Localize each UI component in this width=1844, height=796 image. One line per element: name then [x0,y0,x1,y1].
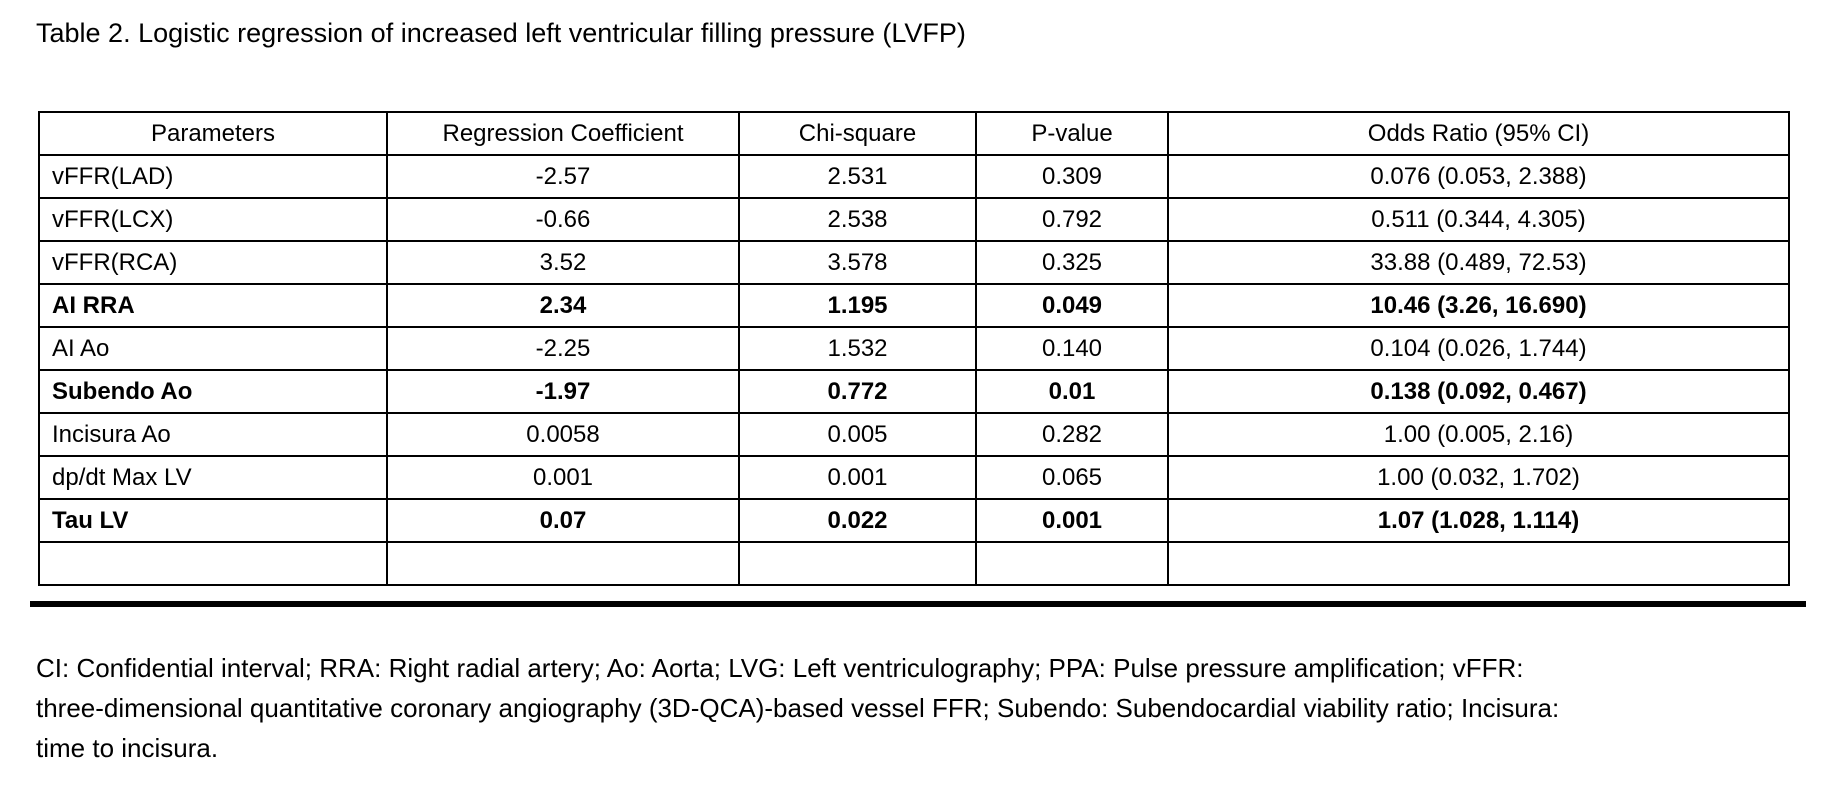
table-row: vFFR(LCX) -0.66 2.538 0.792 0.511 (0.344… [38,197,1790,242]
table-cell: 33.88 (0.489, 72.53) [1167,240,1790,285]
table-cell: 0.001 [975,498,1169,543]
table-cell: 0.001 [386,455,740,500]
table-row: AI Ao -2.25 1.532 0.140 0.104 (0.026, 1.… [38,326,1790,371]
table-cell: -2.25 [386,326,740,371]
table-cell: 0.0058 [386,412,740,457]
table-cell [386,541,740,586]
table-cell: -1.97 [386,369,740,414]
table-cell: AI RRA [38,283,388,328]
table-cell: 2.538 [738,197,977,242]
table-cell: 0.022 [738,498,977,543]
footnote-line: three-dimensional quantitative coronary … [36,693,1560,723]
table-cell: 0.511 (0.344, 4.305) [1167,197,1790,242]
table-row: vFFR(LAD) -2.57 2.531 0.309 0.076 (0.053… [38,154,1790,199]
table-row: Incisura Ao 0.0058 0.005 0.282 1.00 (0.0… [38,412,1790,457]
table-row-significant: AI RRA 2.34 1.195 0.049 10.46 (3.26, 16.… [38,283,1790,328]
table-row: vFFR(RCA) 3.52 3.578 0.325 33.88 (0.489,… [38,240,1790,285]
table-cell: vFFR(LAD) [38,154,388,199]
footnote-line: time to incisura. [36,733,219,763]
table-cell [738,541,977,586]
table-cell: 1.00 (0.005, 2.16) [1167,412,1790,457]
table-cell: 0.076 (0.053, 2.388) [1167,154,1790,199]
table-cell: vFFR(RCA) [38,240,388,285]
table-cell: 1.07 (1.028, 1.114) [1167,498,1790,543]
table-cell: Incisura Ao [38,412,388,457]
table-caption: Table 2. Logistic regression of increase… [36,18,966,48]
table-cell: 0.01 [975,369,1169,414]
table-cell: 2.34 [386,283,740,328]
table-cell [1167,541,1790,586]
table-cell: 0.138 (0.092, 0.467) [1167,369,1790,414]
table-cell: 3.52 [386,240,740,285]
table-row-empty [38,541,1790,586]
table-cell: 0.792 [975,197,1169,242]
footnote-line: CI: Confidential interval; RRA: Right ra… [36,653,1524,683]
table-cell: 0.282 [975,412,1169,457]
table-cell: 0.005 [738,412,977,457]
table-cell: 1.195 [738,283,977,328]
table-cell: 2.531 [738,154,977,199]
table-cell: 0.140 [975,326,1169,371]
table-cell: vFFR(LCX) [38,197,388,242]
table-cell [975,541,1169,586]
table-cell: 0.772 [738,369,977,414]
table-cell: Tau LV [38,498,388,543]
table-cell: 0.309 [975,154,1169,199]
table-cell: 0.07 [386,498,740,543]
table-cell: Subendo Ao [38,369,388,414]
table-cell: 3.578 [738,240,977,285]
table-cell: 10.46 (3.26, 16.690) [1167,283,1790,328]
logistic-regression-table: Parameters Regression Coefficient Chi-sq… [38,111,1790,586]
table-cell: -2.57 [386,154,740,199]
column-header-chi-square: Chi-square [738,111,977,156]
horizontal-rule [30,601,1806,607]
table-cell: AI Ao [38,326,388,371]
column-header-p-value: P-value [975,111,1169,156]
table-cell: 1.532 [738,326,977,371]
table-row-significant: Subendo Ao -1.97 0.772 0.01 0.138 (0.092… [38,369,1790,414]
column-header-regression-coefficient: Regression Coefficient [386,111,740,156]
table-cell: dp/dt Max LV [38,455,388,500]
column-header-odds-ratio: Odds Ratio (95% CI) [1167,111,1790,156]
footnote: CI: Confidential interval; RRA: Right ra… [36,648,1816,768]
column-header-parameters: Parameters [38,111,388,156]
header-row: Parameters Regression Coefficient Chi-sq… [38,111,1790,156]
table-cell: 1.00 (0.032, 1.702) [1167,455,1790,500]
table-cell: 0.325 [975,240,1169,285]
table-cell: 0.065 [975,455,1169,500]
table-cell [38,541,388,586]
table-cell: 0.104 (0.026, 1.744) [1167,326,1790,371]
table-cell: 0.049 [975,283,1169,328]
table-cell: 0.001 [738,455,977,500]
table-row-significant: Tau LV 0.07 0.022 0.001 1.07 (1.028, 1.1… [38,498,1790,543]
table-cell: -0.66 [386,197,740,242]
table-row: dp/dt Max LV 0.001 0.001 0.065 1.00 (0.0… [38,455,1790,500]
